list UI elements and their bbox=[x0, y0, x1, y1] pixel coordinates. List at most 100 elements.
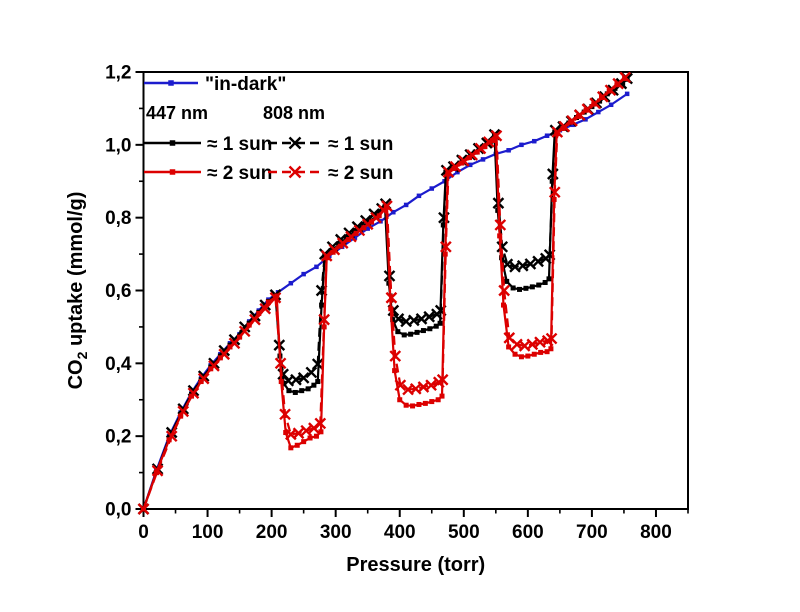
square-marker bbox=[178, 413, 184, 419]
square-marker bbox=[403, 202, 409, 208]
x-tick-label: 200 bbox=[256, 522, 288, 543]
square-marker bbox=[546, 276, 552, 282]
square-marker bbox=[445, 171, 451, 177]
square-marker bbox=[169, 169, 176, 175]
square-marker bbox=[168, 80, 174, 86]
x-marker bbox=[288, 165, 302, 179]
y-axis-title: CO2 uptake (mmol/g) bbox=[65, 192, 90, 390]
square-marker bbox=[286, 388, 292, 394]
square-marker bbox=[510, 285, 516, 291]
square-marker bbox=[512, 351, 518, 357]
square-marker bbox=[429, 399, 435, 405]
x-marker bbox=[417, 381, 430, 393]
x-marker bbox=[524, 258, 537, 270]
x-tick-label: 400 bbox=[384, 522, 416, 543]
square-marker bbox=[352, 235, 358, 240]
square-marker bbox=[570, 122, 575, 128]
square-marker bbox=[548, 346, 554, 352]
square-marker bbox=[523, 285, 529, 291]
square-marker bbox=[315, 379, 321, 385]
square-marker bbox=[292, 389, 298, 395]
square-marker bbox=[506, 344, 512, 350]
square-marker bbox=[301, 271, 306, 277]
x-marker bbox=[498, 284, 510, 297]
square-marker bbox=[403, 402, 409, 408]
square-marker bbox=[353, 230, 359, 236]
square-marker bbox=[246, 322, 252, 328]
square-marker bbox=[390, 317, 396, 323]
x-marker bbox=[509, 260, 521, 273]
square-marker bbox=[208, 366, 214, 372]
x-tick-label: 800 bbox=[640, 522, 672, 543]
x-marker bbox=[496, 240, 509, 253]
tick-marks: 0 100 200 300 400 500 600 700 800 0,0 0,2 0,4 0,6 0,8… bbox=[105, 63, 689, 543]
x-tick-label: 500 bbox=[448, 522, 480, 543]
square-marker bbox=[388, 306, 394, 312]
square-marker bbox=[518, 354, 524, 360]
x-marker bbox=[518, 340, 531, 352]
x-marker bbox=[359, 214, 372, 227]
square-marker bbox=[583, 107, 589, 113]
square-marker bbox=[493, 133, 499, 139]
square-marker bbox=[525, 353, 531, 359]
square-marker bbox=[305, 386, 311, 392]
square-marker bbox=[383, 204, 389, 210]
square-marker bbox=[427, 326, 433, 332]
square-marker bbox=[345, 237, 351, 243]
square-marker bbox=[227, 344, 233, 350]
square-marker bbox=[324, 255, 330, 261]
square-marker bbox=[467, 155, 473, 161]
y-tick-label: 0,6 bbox=[105, 281, 131, 302]
x-marker bbox=[503, 331, 516, 344]
square-marker bbox=[338, 243, 344, 249]
square-marker bbox=[307, 435, 313, 441]
legend-label-808-2sun: ≈ 2 sun bbox=[328, 163, 393, 184]
square-marker bbox=[189, 393, 195, 399]
y-tick-label: 1,2 bbox=[105, 63, 131, 84]
x-marker bbox=[292, 427, 305, 440]
x-marker bbox=[526, 338, 539, 351]
square-marker bbox=[583, 117, 588, 122]
square-marker bbox=[542, 279, 548, 285]
square-marker bbox=[538, 349, 544, 355]
square-marker bbox=[330, 249, 336, 255]
square-marker bbox=[433, 323, 439, 329]
square-marker bbox=[568, 119, 574, 125]
square-marker bbox=[435, 397, 441, 403]
square-marker bbox=[395, 329, 401, 335]
square-marker bbox=[624, 91, 630, 97]
x-tick-label: 300 bbox=[320, 522, 352, 543]
square-marker bbox=[369, 219, 375, 225]
square-marker bbox=[319, 302, 325, 308]
x-marker bbox=[368, 208, 380, 220]
square-marker bbox=[256, 310, 262, 316]
square-marker bbox=[198, 379, 204, 385]
square-marker bbox=[288, 280, 294, 286]
x-marker bbox=[402, 383, 414, 396]
square-marker bbox=[606, 88, 612, 94]
y-tick-label: 1,0 bbox=[105, 135, 131, 156]
x-marker bbox=[288, 136, 302, 150]
square-marker bbox=[544, 349, 550, 355]
square-marker bbox=[294, 442, 300, 448]
x-marker bbox=[300, 424, 313, 437]
y-tick-label: 0,2 bbox=[105, 427, 131, 448]
square-marker bbox=[531, 351, 537, 357]
square-marker bbox=[497, 233, 503, 239]
x-marker bbox=[409, 382, 422, 395]
square-marker bbox=[281, 380, 287, 386]
square-marker bbox=[519, 142, 524, 148]
square-marker bbox=[392, 368, 398, 374]
square-marker bbox=[459, 160, 465, 166]
legend-label-808-1sun: ≈ 1 sun bbox=[328, 134, 393, 155]
square-marker bbox=[474, 149, 480, 155]
x-tick-label: 100 bbox=[192, 522, 224, 543]
square-marker bbox=[397, 397, 403, 403]
square-marker bbox=[544, 133, 550, 138]
x-marker bbox=[534, 336, 546, 349]
square-marker bbox=[420, 328, 426, 334]
square-marker bbox=[614, 82, 620, 88]
square-marker bbox=[596, 109, 601, 115]
legend-header-808nm: 808 nm bbox=[263, 103, 325, 123]
